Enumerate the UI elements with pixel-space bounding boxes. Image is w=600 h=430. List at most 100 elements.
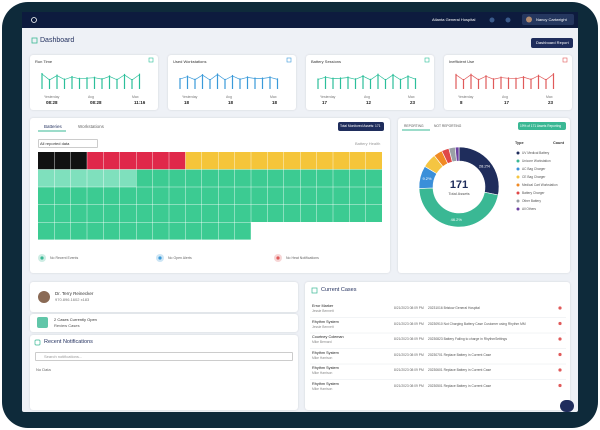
- kpi-icon: [424, 57, 430, 63]
- asset-cell: [70, 187, 87, 205]
- asset-cell: [169, 187, 186, 205]
- nav-bar: [22, 12, 578, 28]
- asset-cell: [169, 204, 186, 222]
- case-description: 20230701 Replace Battery in Current Case: [428, 352, 492, 357]
- asset-cell: [218, 204, 235, 222]
- report-button[interactable]: [531, 38, 573, 48]
- asset-cell: [251, 187, 268, 205]
- legend-name: All Others: [522, 207, 536, 211]
- open-cases-link[interactable]: Review Cases: [54, 322, 80, 328]
- user-menu[interactable]: [522, 14, 574, 25]
- asset-cell: [103, 152, 120, 170]
- search-icon: [31, 17, 37, 23]
- kpi-stat-label: Yesterday: [458, 95, 474, 99]
- legend-name: Medical Cart Workstation: [522, 183, 558, 187]
- case-person: Jessie Bennett: [312, 309, 334, 313]
- asset-cell: [185, 152, 202, 170]
- assets-button-label: Total Monitored Assets: 171: [340, 124, 381, 128]
- asset-cell: [202, 204, 218, 222]
- asset-cell: [316, 169, 333, 187]
- asset-cell: [54, 152, 71, 170]
- case-person: Mike Harrison: [312, 386, 333, 391]
- asset-cell: [366, 187, 382, 205]
- case-description: 20230910 Not Charging Battery Case Custo…: [428, 321, 526, 326]
- donut-segment: [454, 146, 460, 162]
- asset-cell: [316, 152, 333, 170]
- asset-cell: [152, 152, 169, 170]
- asset-cell: [120, 152, 136, 170]
- case-person: Mike Bernard: [312, 340, 332, 344]
- notifications-search[interactable]: [35, 352, 293, 361]
- bell-icon: [34, 339, 41, 346]
- asset-cell: [234, 222, 251, 240]
- legend-header: Type: [515, 141, 524, 145]
- sparkline: [179, 74, 278, 81]
- legend-name: AC Bag Charger: [522, 167, 546, 171]
- asset-cell: [70, 169, 87, 187]
- asset-cell: [120, 187, 136, 205]
- reporting-button[interactable]: [518, 122, 566, 130]
- asset-cell: [234, 152, 251, 170]
- asset-cell: [136, 204, 153, 222]
- asset-cell: [366, 169, 382, 187]
- hospital-name: Atlanta General Hospital: [432, 17, 476, 22]
- asset-cell: [70, 204, 87, 222]
- asset-cell: [87, 169, 104, 187]
- kpi-stat-label: Max: [546, 95, 553, 99]
- asset-cell: [103, 222, 120, 240]
- asset-cell: [169, 169, 186, 187]
- asset-cell: [349, 169, 366, 187]
- legend-dot: [516, 159, 520, 163]
- kpi-stat-value: 18: [184, 100, 190, 105]
- asset-cell: [218, 222, 235, 240]
- cases-icon: [37, 317, 48, 328]
- asset-cell: [169, 152, 186, 170]
- kpi-icon: [148, 57, 154, 63]
- asset-cell: [152, 187, 169, 205]
- case-action: [558, 321, 562, 326]
- legend-dot: [516, 199, 520, 203]
- asset-cell: [152, 169, 169, 187]
- donut-total-label: Total Assets: [448, 191, 469, 196]
- asset-cell: [87, 187, 104, 205]
- case-name: Rhythm System: [312, 381, 339, 386]
- asset-cell: [87, 222, 104, 240]
- user-name: Nancy Cartwright: [536, 17, 567, 22]
- asset-cell: [284, 187, 300, 205]
- case-description: 20230601 Replace Battery in Current Case: [428, 368, 492, 372]
- case-action: [558, 337, 562, 341]
- kpi-stat-value: 08:28: [46, 100, 58, 105]
- asset-cell: [267, 187, 284, 205]
- case-description: 20231016 Bristow General Hospital: [428, 306, 480, 310]
- asset-cell: [120, 169, 136, 187]
- asset-cell: [70, 152, 87, 170]
- asset-cell: [251, 204, 268, 222]
- event-icon-dot: [40, 256, 44, 260]
- case-date: 8/21/2023 08:09 PM: [394, 368, 424, 372]
- open-cases-text: 2 Cases Currently Open: [54, 317, 97, 322]
- chat-button[interactable]: [560, 400, 574, 412]
- case-date: 8/21/2023 08:09 PM: [394, 321, 424, 326]
- case-action: [558, 352, 562, 357]
- asset-cell: [152, 204, 169, 222]
- assets-button[interactable]: [338, 122, 384, 131]
- legend-header: Count: [553, 141, 564, 145]
- legend-name: Unicore Workstation: [522, 159, 551, 163]
- legend-dot: [516, 151, 520, 155]
- sparkline: [41, 73, 140, 81]
- notifications-search-placeholder: Search notifications...: [44, 354, 83, 359]
- event-label: No Heat Notifications: [286, 256, 319, 260]
- case-date: 8/21/2023 08:09 PM: [394, 306, 424, 310]
- asset-cell: [234, 204, 251, 222]
- event-icon-dot: [276, 256, 280, 260]
- asset-cell: [185, 169, 202, 187]
- asset-cell: [136, 222, 153, 240]
- kpi-stat-label: Avg: [226, 95, 232, 99]
- asset-cell: [103, 169, 120, 187]
- asset-cell: [333, 152, 350, 170]
- filter-dropdown[interactable]: [38, 139, 98, 148]
- asset-cell: [54, 187, 71, 205]
- asset-cell: [366, 204, 382, 222]
- asset-cell: [316, 204, 333, 222]
- asset-cell: [185, 204, 202, 222]
